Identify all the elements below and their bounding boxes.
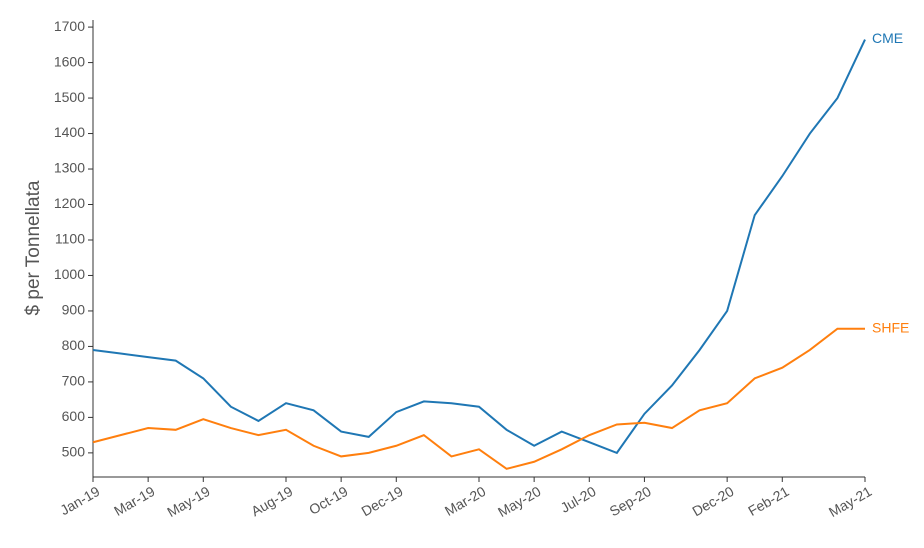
y-tick-label: 500 (62, 444, 86, 460)
y-tick-label: 1700 (54, 18, 85, 34)
y-tick-label: 900 (62, 302, 86, 318)
x-tick-label: May-21 (826, 483, 875, 520)
x-tick-label: Oct-19 (306, 483, 351, 518)
y-tick-label: 1000 (54, 266, 85, 282)
x-tick-label: Dec-20 (689, 483, 736, 520)
x-tick-label: Feb-21 (745, 483, 792, 519)
x-tick-label: May-20 (495, 483, 544, 520)
x-tick-label: May-19 (164, 483, 213, 520)
y-axis-label: $ per Tonnellata (23, 180, 44, 315)
series-label: CME (872, 30, 903, 46)
y-tick-label: 1600 (54, 53, 85, 69)
y-tick-label: 1500 (54, 89, 85, 105)
y-tick-label: 800 (62, 337, 86, 353)
series-line (92, 39, 866, 455)
x-tick-label: Sep-20 (607, 483, 654, 520)
y-tick-label: 600 (62, 408, 86, 424)
y-tick-label: 1300 (54, 160, 85, 176)
x-tick-label: Aug-19 (248, 483, 295, 520)
series-line (92, 327, 865, 470)
x-tick-label: Mar-19 (111, 483, 158, 519)
x-tick-label: Jul-20 (558, 483, 599, 516)
y-tick-label: 1400 (54, 124, 85, 140)
y-tick-label: 700 (62, 373, 86, 389)
x-tick-label: Mar-20 (442, 483, 489, 519)
y-tick-label: 1200 (54, 195, 85, 211)
x-tick-label: Jan-19 (57, 483, 102, 518)
x-tick-label: Dec-19 (359, 483, 406, 520)
series-label: SHFE (872, 319, 909, 335)
y-tick-label: 1100 (55, 231, 85, 247)
